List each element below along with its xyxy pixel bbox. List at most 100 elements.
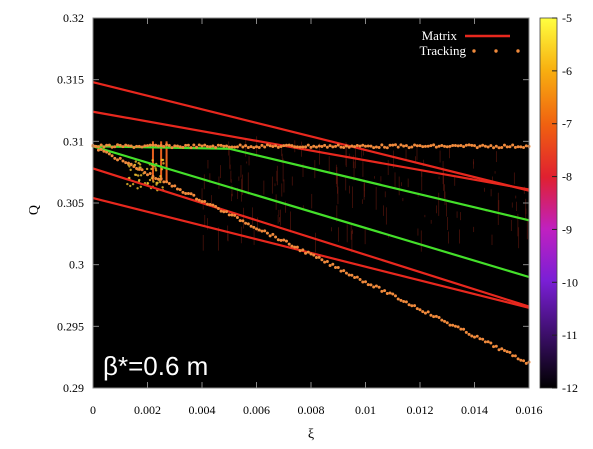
tracking-point (339, 145, 343, 149)
tracking-point (238, 143, 242, 147)
tracking-point (167, 143, 171, 147)
tracking-point (167, 182, 171, 186)
tracking-point (195, 197, 199, 201)
tracking-point (434, 314, 438, 318)
tracking-point (451, 323, 455, 327)
noise-dot (148, 178, 152, 182)
tracking-point (391, 292, 395, 296)
noise-dot (131, 182, 135, 186)
tracking-point (124, 161, 128, 165)
x-tick-label: 0.01 (355, 403, 376, 417)
tracking-point (192, 193, 196, 197)
tracking-point (448, 144, 452, 148)
tracking-point (325, 145, 329, 149)
tracking-point (246, 146, 250, 150)
tracking-point (407, 146, 411, 150)
x-tick-label: 0.016 (516, 403, 543, 417)
tracking-point (241, 219, 245, 223)
tracking-point (241, 145, 245, 149)
tracking-point (252, 225, 256, 229)
tracking-point (137, 144, 141, 148)
tracking-point (235, 215, 239, 219)
tracking-point (513, 145, 517, 149)
tracking-point (271, 145, 275, 149)
legend-dot-tracking-1 (472, 49, 476, 53)
tracking-point (500, 146, 504, 150)
tracking-point (298, 145, 302, 149)
tracking-point (494, 344, 498, 348)
tracking-point (113, 156, 117, 160)
tracking-point (126, 144, 130, 148)
tracking-point (268, 234, 272, 238)
tracking-point (353, 145, 357, 149)
tracking-point (451, 143, 455, 147)
tracking-point (287, 143, 291, 147)
tracking-point (159, 144, 163, 148)
tracking-point (456, 144, 460, 148)
legend-dot-tracking-3 (516, 49, 520, 53)
tracking-point (385, 146, 389, 150)
tracking-point (178, 188, 182, 192)
tracking-point (301, 248, 305, 252)
tracking-point (470, 143, 474, 147)
tracking-point (173, 184, 177, 188)
green-line (92, 145, 530, 279)
tracking-point (415, 307, 419, 311)
tracking-point (505, 145, 509, 149)
tracking-point (99, 148, 103, 152)
tracking-point (257, 146, 261, 150)
tracking-point (418, 144, 422, 148)
tracking-point (483, 340, 487, 344)
tracking-point (396, 297, 400, 301)
tracking-point (421, 310, 425, 314)
tracking-point (347, 273, 351, 277)
tracking-point (146, 144, 149, 148)
tracking-point (391, 143, 395, 147)
tracking-point (102, 149, 106, 153)
tracking-point (328, 263, 332, 267)
tracking-point (500, 347, 504, 351)
tracking-point (462, 327, 466, 331)
tracking-point (404, 300, 408, 304)
tracking-point (214, 204, 218, 208)
tracking-point (197, 198, 201, 202)
tracking-point (336, 265, 340, 269)
tracking-point (331, 145, 335, 149)
tracking-point (358, 277, 362, 281)
tracking-point (249, 224, 253, 228)
tracking-point (429, 313, 433, 317)
tracking-point (361, 143, 365, 147)
tracking-point (146, 173, 149, 177)
tracking-point (309, 145, 313, 149)
tracking-point (342, 146, 346, 150)
tracking-point (290, 144, 294, 148)
tracking-point (369, 144, 373, 148)
tracking-point (355, 144, 359, 148)
tracking-point (216, 206, 220, 210)
tracking-point (282, 238, 286, 242)
tracking-point (192, 143, 196, 147)
tracking-point (459, 327, 463, 331)
tracking-point (374, 145, 378, 149)
tracking-point (203, 143, 207, 147)
tracking-point (410, 145, 414, 149)
tracking-point (225, 144, 229, 148)
tracking-point (200, 144, 204, 148)
tracking-point (497, 146, 501, 150)
tracking-point (358, 144, 362, 148)
tracking-point (244, 221, 248, 225)
tracking-point (317, 144, 321, 148)
tracking-point (222, 144, 226, 148)
tracking-point (380, 289, 384, 293)
tracking-point (255, 145, 258, 149)
noise-dot (128, 165, 131, 168)
tracking-point (423, 144, 427, 148)
noise-dot (150, 167, 153, 171)
tracking-point (235, 145, 239, 149)
tracking-point (181, 190, 185, 194)
y-tick-label: 0.29 (63, 381, 84, 395)
tracking-point (309, 252, 313, 256)
tracking-point (364, 280, 367, 284)
tracking-point (282, 144, 286, 148)
tracking-point (364, 144, 367, 148)
